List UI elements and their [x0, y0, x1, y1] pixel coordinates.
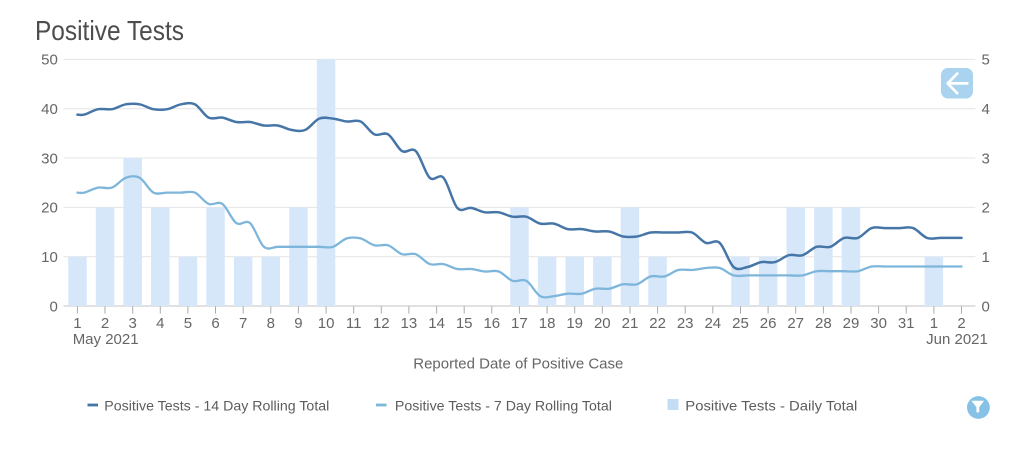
svg-text:Positive Tests - 14 Day Rollin: Positive Tests - 14 Day Rolling Total	[104, 398, 329, 414]
svg-text:50: 50	[41, 52, 58, 69]
svg-text:20: 20	[594, 315, 611, 332]
svg-text:Positive Tests - 7 Day Rolling: Positive Tests - 7 Day Rolling Total	[395, 398, 612, 414]
svg-text:30: 30	[870, 315, 887, 332]
svg-text:3: 3	[982, 150, 990, 167]
svg-text:13: 13	[401, 315, 418, 332]
svg-text:1: 1	[930, 315, 938, 332]
svg-text:24: 24	[704, 315, 721, 332]
svg-text:20: 20	[41, 200, 58, 217]
svg-text:9: 9	[294, 315, 302, 332]
svg-text:10: 10	[318, 315, 335, 332]
svg-text:4: 4	[982, 101, 990, 118]
svg-text:12: 12	[373, 315, 390, 332]
svg-text:30: 30	[41, 150, 58, 167]
svg-text:23: 23	[677, 315, 694, 332]
svg-text:19: 19	[566, 315, 583, 332]
svg-text:Reported Date of Positive Case: Reported Date of Positive Case	[413, 356, 623, 373]
svg-text:1: 1	[73, 315, 81, 332]
svg-text:26: 26	[760, 315, 777, 332]
svg-text:4: 4	[156, 315, 164, 332]
svg-text:29: 29	[843, 315, 860, 332]
svg-text:5: 5	[184, 315, 192, 332]
svg-text:2: 2	[957, 315, 965, 332]
svg-text:0: 0	[982, 298, 990, 315]
svg-text:22: 22	[649, 315, 666, 332]
svg-text:27: 27	[787, 315, 804, 332]
svg-text:5: 5	[982, 52, 990, 69]
svg-text:28: 28	[815, 315, 832, 332]
svg-text:14: 14	[428, 315, 445, 332]
svg-text:31: 31	[898, 315, 915, 332]
svg-text:25: 25	[732, 315, 749, 332]
svg-text:7: 7	[239, 315, 247, 332]
svg-text:2: 2	[101, 315, 109, 332]
svg-text:Positive Tests - Daily Total: Positive Tests - Daily Total	[685, 398, 857, 414]
svg-text:15: 15	[456, 315, 473, 332]
svg-text:2: 2	[982, 200, 990, 217]
svg-text:17: 17	[511, 315, 528, 332]
svg-text:6: 6	[211, 315, 219, 332]
svg-text:Positive Tests: Positive Tests	[35, 15, 184, 46]
svg-text:11: 11	[346, 315, 362, 332]
svg-text:40: 40	[41, 101, 58, 118]
svg-text:21: 21	[622, 315, 639, 332]
svg-text:1: 1	[982, 249, 990, 266]
svg-text:10: 10	[41, 249, 58, 266]
svg-text:0: 0	[49, 298, 57, 315]
svg-text:8: 8	[267, 315, 275, 332]
svg-text:16: 16	[483, 315, 500, 332]
svg-text:May 2021: May 2021	[73, 331, 139, 348]
svg-text:3: 3	[129, 315, 137, 332]
svg-text:18: 18	[539, 315, 556, 332]
svg-text:Jun 2021: Jun 2021	[926, 331, 988, 348]
